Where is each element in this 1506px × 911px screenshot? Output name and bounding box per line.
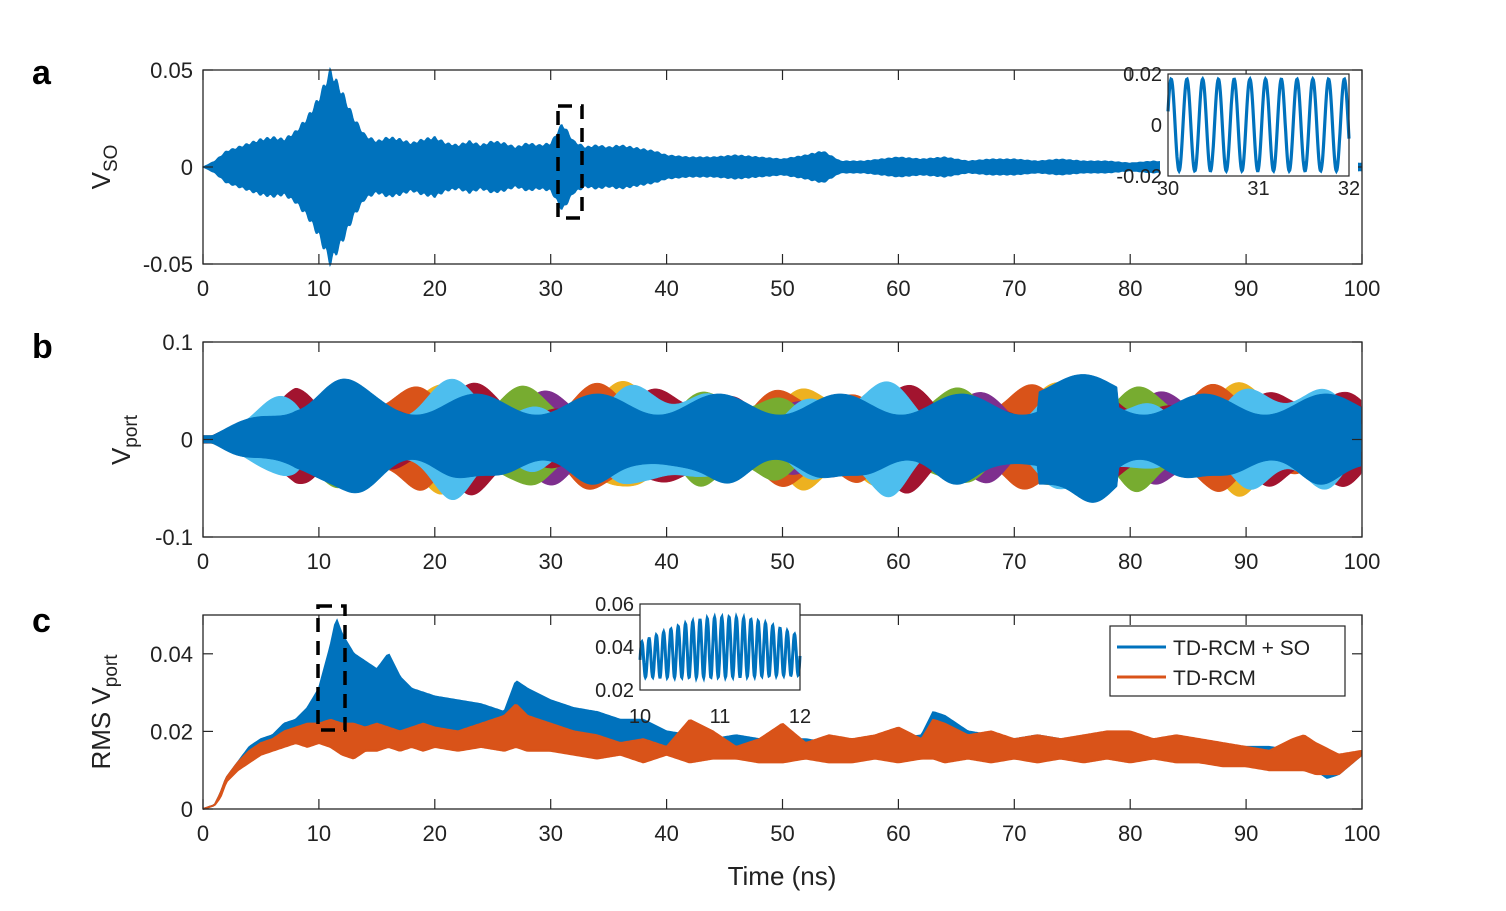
y-tick-label: 0 [181, 428, 193, 453]
series-td-rcm [202, 704, 1362, 810]
x-tick-label: 10 [307, 821, 331, 846]
x-tick-label: 80 [1118, 821, 1142, 846]
x-tick-label: 20 [423, 549, 447, 574]
x-tick-label: 90 [1234, 549, 1258, 574]
inset-c-x-tick: 12 [789, 706, 811, 728]
x-tick-label: 70 [1002, 549, 1026, 574]
x-tick-label: 60 [886, 549, 910, 574]
inset-a-x-tick: 32 [1338, 178, 1360, 200]
series-port-7 [202, 374, 1362, 503]
x-tick-label: 30 [538, 821, 562, 846]
panel-c-x-label: Time (ns) [728, 861, 837, 891]
panel-a-x-ticks: 0 10 20 30 40 50 60 70 80 90 100 [197, 70, 1380, 301]
panel-c-inset-ticks: 10 11 12 0.06 0.04 0.02 [595, 594, 811, 728]
inset-c-x-tick: 11 [710, 706, 731, 728]
panel-a-inset-line [1166, 75, 1351, 175]
x-tick-label: 40 [654, 276, 678, 301]
y-tick-label: 0 [181, 155, 193, 180]
inset-c-y-tick: 0.04 [595, 637, 634, 659]
x-tick-label: 40 [654, 821, 678, 846]
y-tick-label: 0.02 [150, 719, 193, 744]
panel-c-plot-area [202, 618, 1362, 810]
panel-c-inset-axes-box [639, 603, 801, 691]
x-tick-label: 100 [1344, 821, 1381, 846]
inset-a-y-tick: -0.02 [1116, 166, 1162, 188]
x-tick-label: 80 [1118, 549, 1142, 574]
x-tick-label: 30 [538, 276, 562, 301]
panel-b-plot-area [202, 374, 1362, 503]
x-tick-label: 50 [770, 821, 794, 846]
legend-box [1109, 625, 1346, 697]
x-tick-label: 100 [1344, 276, 1381, 301]
x-tick-label: 80 [1118, 276, 1142, 301]
panel-label-c: c [32, 602, 51, 640]
y-tick-label: 0.1 [162, 330, 193, 355]
x-tick-label: 60 [886, 821, 910, 846]
legend-label-td-rcm-so: TD-RCM + SO [1173, 637, 1310, 660]
x-tick-label: 90 [1234, 276, 1258, 301]
panel-c-inset: 10 11 12 0.06 0.04 0.02 [595, 594, 811, 728]
panel-b-chart: 0 10 20 30 40 50 60 70 80 90 100 0.10-0.1 Vport [106, 330, 1380, 574]
x-tick-label: 10 [307, 276, 331, 301]
inset-c-x-tick: 10 [629, 706, 651, 728]
panel-c-inset-line [638, 612, 802, 683]
x-tick-label: 70 [1002, 276, 1026, 301]
x-tick-label: 50 [770, 549, 794, 574]
panel-a-inset-ticks: 30 31 32 0.02 0 -0.02 [1116, 64, 1360, 200]
y-tick-label: 0.05 [150, 58, 193, 83]
x-tick-label: 90 [1234, 821, 1258, 846]
panel-b-x-ticks: 0 10 20 30 40 50 60 70 80 90 100 [197, 342, 1380, 574]
panel-c-zoom-box [316, 604, 347, 732]
x-tick-label: 40 [654, 549, 678, 574]
y-tick-label: 0.04 [150, 642, 193, 667]
panel-a-chart: 0 10 20 30 40 50 60 70 80 90 100 0.050-0.05 VSO 30… [86, 58, 1380, 301]
legend: TD-RCM + SO TD-RCM [1109, 625, 1346, 697]
x-tick-label: 20 [423, 276, 447, 301]
x-tick-label: 70 [1002, 821, 1026, 846]
x-tick-label: 50 [770, 276, 794, 301]
panel-a-inset: 30 31 32 0.02 0 -0.02 [1116, 64, 1360, 200]
x-tick-label: 30 [538, 549, 562, 574]
x-tick-label: 100 [1344, 549, 1381, 574]
x-tick-label: 0 [197, 549, 209, 574]
x-tick-label: 10 [307, 549, 331, 574]
y-tick-label: -0.1 [155, 525, 193, 550]
panel-c-y-ticks: 0.04 0.02 0 [150, 642, 1362, 822]
inset-c-y-tick: 0.06 [595, 594, 634, 616]
panel-b-y-ticks: 0.1 0 -0.1 [155, 330, 1362, 550]
panel-a-y-ticks: 0.05 0 -0.05 [143, 58, 1362, 277]
y-tick-label: -0.05 [143, 252, 193, 277]
inset-a-y-tick: 0.02 [1123, 64, 1162, 86]
legend-label-td-rcm: TD-RCM [1173, 667, 1256, 690]
panel-c-chart: 0 10 20 30 40 50 60 70 80 90 100 0.04 0.02 0 RMS Vpo… [86, 594, 1380, 891]
panel-b-y-label: Vport [106, 414, 142, 465]
panel-label-a: a [32, 54, 52, 92]
panel-a-y-label: VSO [86, 145, 122, 190]
panel-c-y-label: RMS Vport [86, 654, 122, 770]
y-tick-label: 0 [181, 797, 193, 822]
x-tick-label: 60 [886, 276, 910, 301]
x-tick-label: 20 [423, 821, 447, 846]
inset-a-y-tick: 0 [1151, 115, 1162, 137]
inset-a-x-tick: 30 [1157, 178, 1179, 200]
inset-a-x-tick: 31 [1247, 178, 1269, 200]
x-tick-label: 0 [197, 821, 209, 846]
panel-a-inset-axes-box [1167, 73, 1350, 177]
panel-label-b: b [32, 328, 53, 366]
inset-c-y-tick: 0.02 [595, 680, 634, 702]
x-tick-label: 0 [197, 276, 209, 301]
panel-a-zoom-box [556, 104, 584, 220]
